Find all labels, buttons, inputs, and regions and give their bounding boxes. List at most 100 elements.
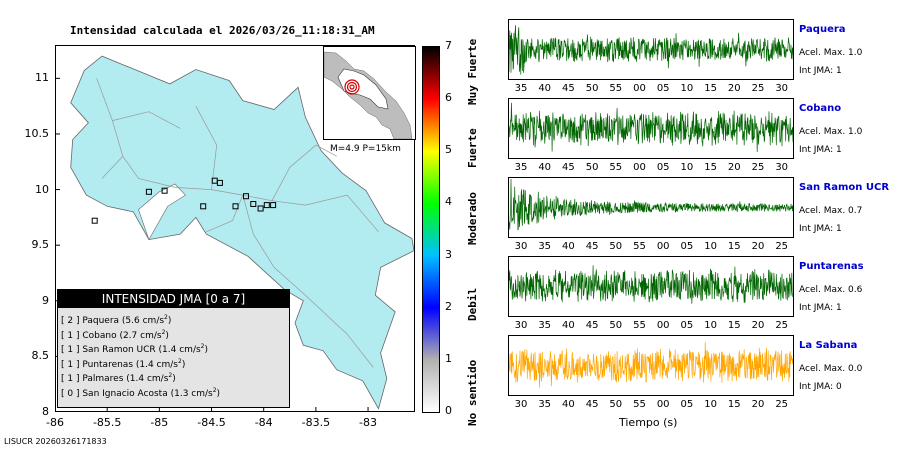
waveform-line [508,178,794,231]
epicenter-ring-outer [344,79,360,95]
waveform-plot [508,178,794,231]
waveform-time-tick: 40 [538,162,552,173]
road-line [206,194,244,233]
waveform-line [508,25,794,75]
inset-country [337,68,389,110]
colorbar-class-label: No sentido [466,359,479,426]
waveform-time-tick: 55 [609,162,623,173]
waveform-time-tick: 50 [585,162,599,173]
waveform-plot [508,341,794,388]
waveform-time-tick: 20 [751,399,765,410]
legend-entry-unit-power: 2 [168,372,173,379]
waveform-time-tick: 55 [609,83,623,94]
legend-entry-acceleration: (1.4 cm/s [135,359,178,370]
waveform-plot [508,25,794,75]
colorbar-class-label: Moderado [466,191,479,245]
road-line [242,195,374,368]
road-line [195,106,218,190]
map-lat-tick-label: 8 [42,405,49,418]
waveform-jma-intensity: Int JMA: 1 [799,303,842,313]
location-inset [323,46,416,140]
colorbar-tick-label: 0 [445,404,452,417]
waveform-time-tick: 30 [775,83,789,94]
waveform-time-tick: 55 [633,320,646,331]
waveform-time-tick: 05 [680,320,694,331]
waveform-jma-intensity: Int JMA: 1 [799,145,842,155]
waveform-time-tick: 15 [727,320,741,331]
colorbar-tick-label: 6 [445,91,452,105]
waveform-line [508,265,794,304]
waveform-time-tick: 15 [704,83,717,94]
waveform-time-tick: 30 [775,162,789,173]
map-lat-tick-label: 9.5 [31,238,50,252]
map-lat-tick-label: 10 [35,182,49,196]
waveform-time-tick: 45 [562,83,575,94]
legend-entry: [ 1 ] Cobano (2.7 cm/s2) [61,329,169,341]
colorbar-class-label: Muy Fuerte [466,38,479,106]
waveform-time-tick: 25 [775,399,789,410]
map-lon-tick-label: -83.5 [301,416,331,429]
legend-entry-intensity: [ 1 ] [61,345,83,355]
waveform-panel [508,177,794,238]
map-lon-tick-label: -85 [150,416,169,429]
road-line [112,111,181,129]
waveform-time-tick: 10 [704,241,717,252]
waveform-time-tick: 10 [704,399,717,410]
waveform-max-acceleration: Acel. Max. 0.0 [799,364,863,374]
legend-entry-intensity: [ 1 ] [61,330,83,341]
costa-rica-land [70,55,415,410]
waveform-time-tick: 00 [656,241,670,252]
station-marker [161,187,168,194]
waveform-time-tick: 40 [562,320,575,331]
legend-entry: [ 2 ] Paquera (5.6 cm/s2) [61,314,171,326]
map-lon-tick-label: -85.5 [92,416,122,429]
waveform-time-tick: 50 [609,241,623,252]
legend-title: INTENSIDAD JMA [0 a 7] [58,290,289,308]
legend-entry-close: ) [204,345,209,355]
colorbar-tick-label: 1 [445,351,452,365]
map-lon-tick-label: -83 [359,416,377,429]
waveform-jma-intensity: Int JMA: 0 [799,382,842,392]
page-title: Intensidad calculada el 2026/03/26_11:18… [70,24,375,37]
waveform-time-tick: 55 [633,241,646,252]
waveform-time-tick: 10 [704,320,717,331]
legend-entry-intensity: [ 1 ] [61,374,83,384]
waveform-panel [508,256,794,317]
waveform-max-acceleration: Acel. Max. 0.6 [799,285,863,295]
time-axis-label: Tiempo (s) [619,416,678,429]
waveform-time-tick: 00 [633,162,646,173]
waveform-time-tick: 25 [751,162,765,173]
waveform-time-tick: 30 [514,399,528,410]
station-marker [270,202,277,209]
waveform-time-tick: 50 [585,83,599,94]
waveform-time-tick: 15 [727,241,741,252]
waveform-time-tick: 20 [727,162,741,173]
waveform-time-tick: 15 [727,399,741,410]
gulf-of-nicoya [138,183,186,241]
legend-entry: [ 1 ] San Ramon UCR (1.4 cm/s2) [61,343,208,355]
waveform-panel [508,335,794,396]
station-marker [263,202,270,209]
waveform-max-acceleration: Acel. Max. 0.7 [799,206,863,216]
waveform-time-tick: 15 [704,162,717,173]
waveform-plot [508,102,794,153]
legend-entry-close: ) [167,316,172,326]
waveform-panel [508,19,794,80]
legend-entry-station: Paquera [82,316,122,326]
legend-entry-acceleration: (1.4 cm/s [126,374,169,384]
colorbar-tick-label: 4 [445,195,452,209]
waveform-time-tick: 50 [609,320,623,331]
legend-entry-station: San Ignacio Acosta [82,388,171,399]
station-marker [216,179,223,186]
waveform-max-acceleration: Acel. Max. 1.0 [799,127,863,137]
waveform-max-acceleration: Acel. Max. 1.0 [799,48,863,58]
legend-entry: [ 1 ] Puntarenas (1.4 cm/s2) [61,358,185,370]
waveform-time-tick: 00 [656,399,670,410]
legend-entry-acceleration: (1.4 cm/s [158,345,201,355]
legend-entry-unit-power: 2 [200,343,205,350]
map-lat-tick-label: 9 [42,293,49,307]
map-lon-tick-label: -86 [46,416,64,429]
waveform-time-tick: 45 [585,399,599,410]
waveform-time-tick: 40 [538,83,552,94]
legend-entry: [ 0 ] San Ignacio Acosta (1.3 cm/s2) [61,387,220,399]
